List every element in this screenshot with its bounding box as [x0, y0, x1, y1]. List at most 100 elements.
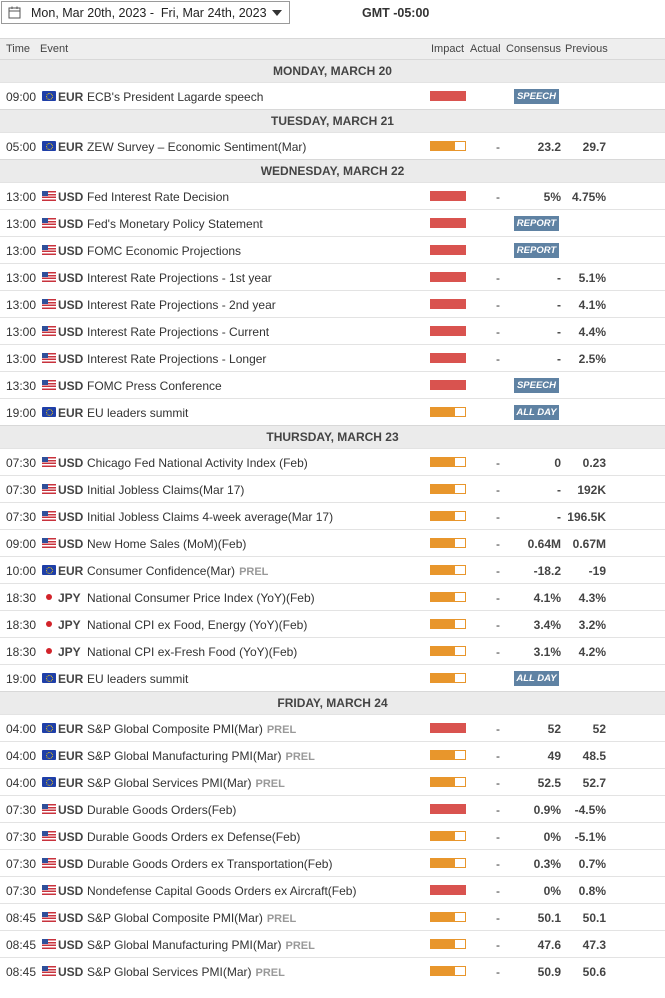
event-name[interactable]: S&P Global Composite PMI(Mar) PREL: [87, 722, 296, 736]
table-row[interactable]: 08:45 USD S&P Global Composite PMI(Mar) PRE…: [0, 903, 665, 930]
currency-code: USD: [58, 510, 84, 524]
table-row[interactable]: 07:30 USD Durable Goods Orders(Feb) - 0.9% -4…: [0, 795, 665, 822]
table-row[interactable]: 09:00 EUR ECB's President Lagarde speech SP…: [0, 82, 665, 109]
event-name[interactable]: Interest Rate Projections - 2nd year: [87, 298, 276, 312]
previous-value: 29.7: [582, 140, 606, 154]
event-title: National Consumer Price Index (YoY)(Feb): [87, 591, 315, 605]
consensus-value: -18.2: [533, 564, 561, 578]
actual-value: -: [496, 298, 500, 312]
table-row[interactable]: 13:00 USD Interest Rate Projections - 2nd …: [0, 290, 665, 317]
currency-code: EUR: [58, 140, 84, 154]
event-name[interactable]: National Consumer Price Index (YoY)(Feb): [87, 591, 315, 605]
event-name[interactable]: Chicago Fed National Activity Index (Feb…: [87, 456, 308, 470]
currency-code: EUR: [58, 722, 84, 736]
event-name[interactable]: FOMC Economic Projections: [87, 244, 241, 258]
us-flag-icon: [42, 831, 56, 841]
table-row[interactable]: 18:30 JPY National Consumer Price Index (Y…: [0, 583, 665, 610]
event-name[interactable]: S&P Global Manufacturing PMI(Mar) PREL: [87, 749, 315, 763]
table-row[interactable]: 07:30 USD Chicago Fed National Activity In…: [0, 448, 665, 475]
table-row[interactable]: 13:00 USD Interest Rate Projections - Curr…: [0, 317, 665, 344]
event-name[interactable]: New Home Sales (MoM)(Feb): [87, 537, 246, 551]
table-row[interactable]: 04:00 EUR S&P Global Services PMI(Mar) PREL…: [0, 768, 665, 795]
event-name[interactable]: Interest Rate Projections - 1st year: [87, 271, 272, 285]
event-name[interactable]: Fed Interest Rate Decision: [87, 190, 229, 204]
event-name[interactable]: S&P Global Manufacturing PMI(Mar) PREL: [87, 938, 315, 952]
table-row[interactable]: 04:00 EUR S&P Global Composite PMI(Mar) PRE…: [0, 714, 665, 741]
event-name[interactable]: National CPI ex Food, Energy (YoY)(Feb): [87, 618, 307, 632]
consensus-value: 5%: [543, 190, 561, 204]
event-name[interactable]: EU leaders summit: [87, 672, 188, 686]
table-row[interactable]: 13:30 USD FOMC Press Conference SPEECH: [0, 371, 665, 398]
table-row[interactable]: 07:30 USD Nondefense Capital Goods Orders …: [0, 876, 665, 903]
event-name[interactable]: National CPI ex-Fresh Food (YoY)(Feb): [87, 645, 297, 659]
eu-flag-icon: [42, 750, 56, 760]
table-row[interactable]: 07:30 USD Initial Jobless Claims(Mar 17) - -…: [0, 475, 665, 502]
table-row[interactable]: 13:00 USD Fed Interest Rate Decision - 5% 4.7…: [0, 182, 665, 209]
currency-code: USD: [58, 803, 84, 817]
prel-badge: PREL: [285, 751, 315, 763]
currency-code: EUR: [58, 672, 84, 686]
consensus-value: 0.64M: [527, 537, 561, 551]
table-row[interactable]: 13:00 USD Fed's Monetary Policy Statement R…: [0, 209, 665, 236]
event-name[interactable]: ECB's President Lagarde speech: [87, 90, 263, 104]
table-row[interactable]: 13:00 USD Interest Rate Projections - Long…: [0, 344, 665, 371]
event-time: 04:00: [6, 749, 37, 763]
actual-value: -: [496, 749, 500, 763]
consensus-value: 4.1%: [533, 591, 561, 605]
event-time: 07:30: [6, 830, 37, 844]
consensus-value: 3.1%: [533, 645, 561, 659]
event-name[interactable]: ZEW Survey – Economic Sentiment(Mar): [87, 140, 306, 154]
event-time: 09:00: [6, 537, 37, 551]
table-row[interactable]: 10:00 EUR Consumer Confidence(Mar) PREL - -18…: [0, 556, 665, 583]
calendar-icon: [8, 6, 21, 19]
table-row[interactable]: 18:30 JPY National CPI ex Food, Energy (Yo…: [0, 610, 665, 637]
actual-value: -: [496, 884, 500, 898]
event-name[interactable]: FOMC Press Conference: [87, 379, 222, 393]
date-range-select[interactable]: Mon, Mar 20th, 2023 - Fri, Mar 24th, 202…: [1, 1, 290, 24]
table-row[interactable]: 08:45 USD S&P Global Services PMI(Mar) PREL…: [0, 957, 665, 984]
table-row[interactable]: 05:00 EUR ZEW Survey – Economic Sentiment(…: [0, 132, 665, 159]
event-name[interactable]: S&P Global Services PMI(Mar) PREL: [87, 965, 285, 979]
event-name[interactable]: Durable Goods Orders ex Transportation(F…: [87, 857, 332, 871]
impact-med-bar: [430, 673, 466, 683]
currency-code: EUR: [58, 749, 84, 763]
event-title: Interest Rate Projections - Longer: [87, 352, 267, 366]
event-name[interactable]: Fed's Monetary Policy Statement: [87, 217, 263, 231]
chevron-down-icon[interactable]: [272, 9, 282, 16]
table-row[interactable]: 13:00 USD FOMC Economic Projections REPORT: [0, 236, 665, 263]
event-name[interactable]: S&P Global Composite PMI(Mar) PREL: [87, 911, 296, 925]
table-row[interactable]: 04:00 EUR S&P Global Manufacturing PMI(Mar…: [0, 741, 665, 768]
event-name[interactable]: Nondefense Capital Goods Orders ex Aircr…: [87, 884, 356, 898]
actual-value: -: [496, 510, 500, 524]
table-row[interactable]: 07:30 USD Durable Goods Orders ex Transpor…: [0, 849, 665, 876]
currency-code: USD: [58, 244, 84, 258]
event-time: 13:30: [6, 379, 37, 393]
table-row[interactable]: 07:30 USD Durable Goods Orders ex Defense(…: [0, 822, 665, 849]
table-row[interactable]: 18:30 JPY National CPI ex-Fresh Food (YoY)…: [0, 637, 665, 664]
day-header: THURSDAY, MARCH 23: [0, 425, 665, 448]
event-name[interactable]: Initial Jobless Claims 4-week average(Ma…: [87, 510, 333, 524]
event-name[interactable]: Durable Goods Orders ex Defense(Feb): [87, 830, 300, 844]
table-row[interactable]: 19:00 EUR EU leaders summit ALL DAY: [0, 398, 665, 425]
col-time: Time: [6, 43, 31, 55]
event-name[interactable]: Consumer Confidence(Mar) PREL: [87, 564, 268, 578]
table-row[interactable]: 19:00 EUR EU leaders summit ALL DAY: [0, 664, 665, 691]
event-name[interactable]: Initial Jobless Claims(Mar 17): [87, 483, 244, 497]
table-row[interactable]: 09:00 USD New Home Sales (MoM)(Feb) - 0.64M 0…: [0, 529, 665, 556]
previous-value: 48.5: [582, 749, 606, 763]
event-title: Interest Rate Projections - Current: [87, 325, 270, 339]
table-row[interactable]: 07:30 USD Initial Jobless Claims 4-week av…: [0, 502, 665, 529]
event-name[interactable]: Interest Rate Projections - Current: [87, 325, 269, 339]
col-impact: Impact: [431, 43, 465, 55]
event-name[interactable]: S&P Global Services PMI(Mar) PREL: [87, 776, 285, 790]
event-time: 13:00: [6, 352, 37, 366]
event-name[interactable]: Durable Goods Orders(Feb): [87, 803, 236, 817]
event-time: 04:00: [6, 722, 37, 736]
actual-value: -: [496, 938, 500, 952]
event-name[interactable]: EU leaders summit: [87, 406, 188, 420]
table-row[interactable]: 13:00 USD Interest Rate Projections - 1st …: [0, 263, 665, 290]
event-name[interactable]: Interest Rate Projections - Longer: [87, 352, 266, 366]
table-row[interactable]: 08:45 USD S&P Global Manufacturing PMI(Mar…: [0, 930, 665, 957]
jp-flag-icon: [42, 619, 56, 629]
consensus-value: 3.4%: [533, 618, 561, 632]
